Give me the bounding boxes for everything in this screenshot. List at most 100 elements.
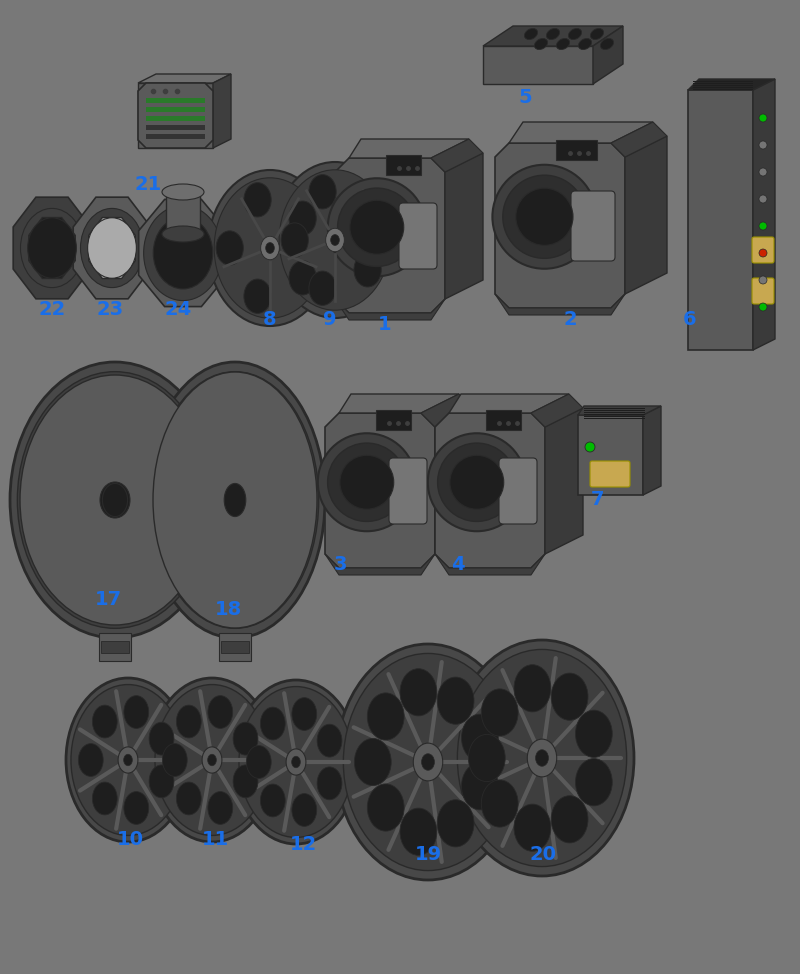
Ellipse shape xyxy=(149,765,174,798)
Text: 24: 24 xyxy=(164,300,192,319)
Ellipse shape xyxy=(124,754,132,766)
Ellipse shape xyxy=(336,644,520,880)
Ellipse shape xyxy=(273,162,397,318)
Polygon shape xyxy=(335,158,445,313)
Text: 21: 21 xyxy=(134,175,162,194)
Circle shape xyxy=(759,114,767,122)
Ellipse shape xyxy=(233,723,258,755)
Bar xyxy=(556,140,597,160)
Ellipse shape xyxy=(527,739,557,777)
Ellipse shape xyxy=(340,455,394,509)
Polygon shape xyxy=(483,26,623,46)
Ellipse shape xyxy=(492,165,596,269)
Bar xyxy=(584,412,645,413)
Bar xyxy=(693,85,753,86)
Ellipse shape xyxy=(309,271,336,306)
Ellipse shape xyxy=(437,677,474,725)
Ellipse shape xyxy=(149,723,174,755)
Ellipse shape xyxy=(239,687,353,838)
Bar xyxy=(219,633,251,661)
Ellipse shape xyxy=(590,28,603,40)
Ellipse shape xyxy=(400,808,437,855)
Ellipse shape xyxy=(318,433,416,531)
Bar xyxy=(584,414,645,415)
Polygon shape xyxy=(213,74,231,148)
Ellipse shape xyxy=(177,705,202,738)
Ellipse shape xyxy=(289,201,316,236)
Polygon shape xyxy=(339,394,459,413)
Text: 22: 22 xyxy=(38,300,66,319)
Ellipse shape xyxy=(343,654,513,871)
Polygon shape xyxy=(688,79,775,90)
Ellipse shape xyxy=(575,759,612,805)
FancyBboxPatch shape xyxy=(499,458,537,524)
Ellipse shape xyxy=(551,796,588,843)
Ellipse shape xyxy=(317,767,342,800)
Ellipse shape xyxy=(28,218,76,279)
Ellipse shape xyxy=(534,38,547,50)
Text: 5: 5 xyxy=(518,88,532,107)
Bar xyxy=(146,116,205,121)
Ellipse shape xyxy=(414,743,442,781)
Ellipse shape xyxy=(281,223,308,257)
Ellipse shape xyxy=(338,188,416,267)
Ellipse shape xyxy=(286,749,306,775)
Ellipse shape xyxy=(292,697,317,730)
Ellipse shape xyxy=(208,754,216,766)
Ellipse shape xyxy=(214,178,326,318)
Ellipse shape xyxy=(66,678,190,842)
Ellipse shape xyxy=(71,685,185,836)
Text: 23: 23 xyxy=(97,300,123,319)
Text: 8: 8 xyxy=(263,310,277,329)
Ellipse shape xyxy=(400,669,437,716)
Polygon shape xyxy=(435,413,545,568)
Ellipse shape xyxy=(124,695,149,729)
Circle shape xyxy=(759,168,767,176)
Polygon shape xyxy=(138,74,231,83)
Polygon shape xyxy=(449,394,569,413)
Ellipse shape xyxy=(93,782,118,815)
Ellipse shape xyxy=(516,188,573,245)
Text: 12: 12 xyxy=(290,835,317,854)
Ellipse shape xyxy=(155,685,269,836)
Ellipse shape xyxy=(535,750,549,767)
Polygon shape xyxy=(89,217,135,279)
Ellipse shape xyxy=(354,252,382,287)
Ellipse shape xyxy=(546,28,559,40)
Polygon shape xyxy=(325,413,435,568)
Ellipse shape xyxy=(422,754,434,770)
Ellipse shape xyxy=(20,375,210,625)
Ellipse shape xyxy=(328,443,406,521)
Ellipse shape xyxy=(93,705,118,738)
Polygon shape xyxy=(643,406,661,495)
Ellipse shape xyxy=(246,746,271,778)
Ellipse shape xyxy=(514,664,551,712)
Circle shape xyxy=(759,195,767,203)
Ellipse shape xyxy=(551,673,588,721)
Circle shape xyxy=(759,222,767,230)
Ellipse shape xyxy=(354,738,391,786)
FancyBboxPatch shape xyxy=(389,458,427,524)
Text: 7: 7 xyxy=(591,490,605,509)
Bar xyxy=(146,98,205,103)
Polygon shape xyxy=(421,394,473,427)
Bar xyxy=(584,416,645,417)
Polygon shape xyxy=(545,408,583,554)
Ellipse shape xyxy=(458,650,626,867)
Ellipse shape xyxy=(233,765,258,798)
Text: 17: 17 xyxy=(94,590,122,609)
Circle shape xyxy=(759,276,767,284)
Text: 4: 4 xyxy=(451,555,465,574)
Polygon shape xyxy=(578,415,643,495)
Polygon shape xyxy=(325,554,435,575)
Text: 18: 18 xyxy=(214,600,242,619)
Ellipse shape xyxy=(569,28,582,40)
Ellipse shape xyxy=(292,756,300,768)
Ellipse shape xyxy=(450,455,504,509)
Circle shape xyxy=(759,303,767,311)
Polygon shape xyxy=(625,136,667,294)
Polygon shape xyxy=(495,294,625,315)
Bar xyxy=(376,410,411,430)
Bar xyxy=(221,641,249,653)
Polygon shape xyxy=(688,90,753,350)
